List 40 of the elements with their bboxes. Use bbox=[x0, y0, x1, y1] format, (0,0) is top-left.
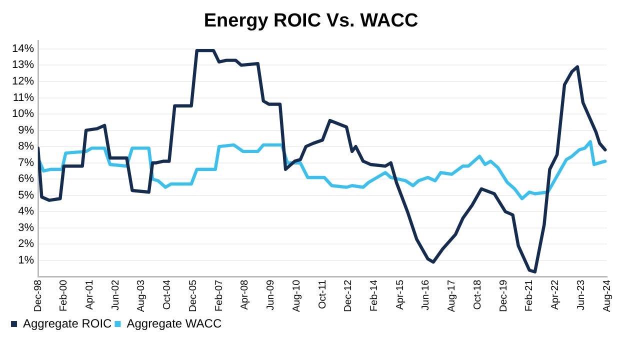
x-tick-label: Apr-15 bbox=[394, 279, 406, 310]
x-tick-label: Aug-03 bbox=[136, 279, 148, 312]
x-tick-label: Apr-22 bbox=[550, 279, 562, 310]
y-tick-label: 1% bbox=[18, 254, 34, 267]
x-tick-label: Oct-11 bbox=[317, 279, 328, 310]
legend-label: Aggregate WACC bbox=[126, 316, 222, 330]
x-tick-label: Dec-98 bbox=[32, 279, 44, 312]
x-tick-label: Apr-01 bbox=[84, 279, 96, 310]
chart-title: Energy ROIC Vs. WACC bbox=[204, 10, 418, 32]
x-tick-label: Aug-10 bbox=[291, 279, 302, 312]
x-tick-label: Feb-07 bbox=[214, 279, 225, 312]
y-tick-label: 13% bbox=[12, 59, 34, 72]
x-tick-label: Dec-19 bbox=[498, 279, 510, 312]
y-tick-label: 7% bbox=[18, 156, 34, 169]
y-tick-label: 8% bbox=[18, 140, 34, 153]
y-tick-label: 12% bbox=[12, 76, 34, 88]
x-tick-label: Oct-18 bbox=[472, 279, 484, 310]
x-tick-label: Feb-00 bbox=[58, 279, 70, 312]
x-tick-label: Jun-23 bbox=[576, 279, 587, 310]
x-tick-label: Feb-21 bbox=[524, 279, 536, 312]
y-tick-label: 2% bbox=[18, 238, 34, 250]
y-tick-label: 5% bbox=[18, 189, 34, 202]
x-tick-label: Aug-17 bbox=[446, 279, 458, 312]
x-tick-label: Jun-09 bbox=[266, 279, 277, 310]
x-tick-label: Jun-16 bbox=[420, 279, 432, 310]
y-tick-label: 3% bbox=[18, 222, 34, 234]
x-tick-label: Feb-14 bbox=[368, 279, 380, 312]
x-tick-label: Aug-24 bbox=[602, 279, 613, 312]
x-tick-label: Dec-12 bbox=[343, 279, 354, 312]
x-tick-label: Jun-02 bbox=[110, 279, 122, 310]
legend-label: Aggregate ROIC bbox=[23, 316, 112, 330]
x-tick-label: Dec-05 bbox=[188, 279, 199, 312]
y-tick-label: 6% bbox=[18, 173, 34, 186]
y-tick-label: 14% bbox=[12, 42, 34, 55]
y-tick-label: 10% bbox=[12, 108, 34, 120]
y-tick-label: 4% bbox=[18, 206, 34, 218]
x-tick-label: Apr-08 bbox=[240, 279, 251, 310]
y-tick-label: 11% bbox=[12, 92, 34, 104]
x-tick-label: Oct-04 bbox=[162, 279, 174, 310]
y-tick-label: 9% bbox=[18, 124, 34, 136]
